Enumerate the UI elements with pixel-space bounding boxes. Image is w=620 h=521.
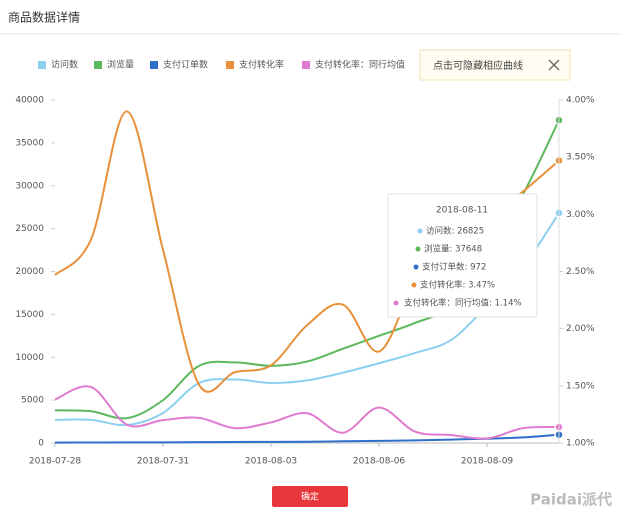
legend-hint-box: [419, 49, 571, 81]
tooltip-item: 访问数: 26825: [426, 226, 484, 237]
x-tick-label: 2018-08-09: [461, 457, 514, 467]
tooltip-title: 2018-08-11: [436, 206, 488, 216]
confirm-button[interactable]: [272, 486, 348, 507]
legend-label[interactable]: 访问数: [51, 59, 78, 71]
x-tick-label: 2018-08-06: [353, 457, 406, 467]
plot: 0 5000 10000 15000 20000 25000 30000 35000 40000…: [15, 49, 595, 467]
tooltip-item: 浏览量: 37648: [424, 244, 482, 255]
y2-tick-label: 4.00%: [566, 96, 595, 106]
legend-label[interactable]: 支付订单数: [163, 59, 208, 71]
y-tick-label: 10000: [15, 353, 44, 363]
y2-tick-label: 3.50%: [566, 153, 595, 163]
y-tick-label: 15000: [15, 310, 44, 320]
x-tick-label: 2018-07-31: [137, 457, 189, 467]
legend-label[interactable]: 支付转化率：同行均值: [315, 59, 405, 71]
header-bar: [0, 0, 620, 34]
tooltip-item: 支付转化率：同行均值: 1.14%: [404, 298, 522, 309]
tooltip-dot: [413, 264, 419, 270]
y2-tick-label: 2.50%: [566, 267, 595, 277]
tooltip-dot: [393, 300, 399, 306]
y-tick-label: 30000: [15, 181, 44, 191]
tooltip-item: 支付订单数: 972: [422, 262, 486, 273]
y2-tick-label: 2.00%: [566, 324, 595, 334]
tooltip-dot: [415, 246, 421, 252]
watermark: Paidai派代: [530, 491, 612, 509]
series-line: [54, 385, 560, 440]
y2-tick-label: 3.00%: [566, 210, 595, 220]
tooltip-box: [387, 193, 538, 318]
tooltip-dot: [417, 228, 423, 234]
legend-swatch[interactable]: [150, 61, 158, 69]
tooltip-item: 支付转化率: 3.47%: [420, 280, 495, 291]
legend-swatch[interactable]: [226, 61, 234, 69]
y2-tick-label: 1.50%: [566, 381, 595, 391]
legend-label[interactable]: 浏览量: [107, 59, 134, 71]
legend-label[interactable]: 支付转化率: [239, 59, 284, 71]
tooltip-dot: [411, 282, 417, 288]
y2-tick-label: 1.00%: [566, 439, 595, 449]
legend-swatch[interactable]: [94, 61, 102, 69]
x-tick-label: 2018-08-03: [245, 457, 297, 467]
hint-close[interactable]: [548, 59, 560, 71]
x-tick-label: 2018-07-28: [29, 457, 82, 467]
legend-swatch[interactable]: [302, 61, 310, 69]
y-tick-label: 0: [38, 439, 44, 449]
y-tick-label: 20000: [15, 267, 44, 277]
y-tick-label: 25000: [15, 224, 44, 234]
y-tick-label: 40000: [15, 96, 44, 106]
header-title: 商品数据详情: [8, 10, 80, 25]
confirm-label[interactable]: 确定: [301, 491, 319, 503]
y-tick-label: 35000: [15, 138, 44, 148]
legend-hint: 点击可隐藏相应曲线: [433, 59, 523, 72]
y-tick-label: 5000: [21, 396, 44, 406]
legend-swatch[interactable]: [38, 61, 46, 69]
